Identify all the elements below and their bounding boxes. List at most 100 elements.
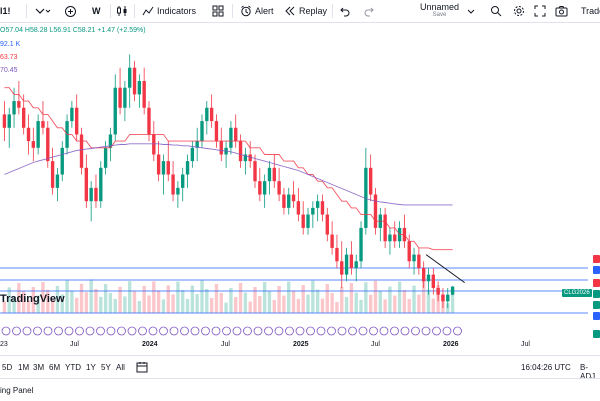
layout-templates-button[interactable] [212,3,224,19]
candle-body [262,181,267,195]
redo-button[interactable] [364,3,376,19]
candle-body [21,107,26,128]
volume-bar [306,294,310,313]
volume-bar [267,291,272,313]
fullscreen-icon [534,5,546,17]
indicators-button[interactable]: Indicators [142,3,196,19]
undo-button[interactable] [338,3,350,19]
candle-body [412,254,416,262]
snapshot-button[interactable] [555,3,568,19]
interval-button[interactable]: W [92,6,101,16]
symbol-search[interactable]: l1! [0,3,11,19]
volume-bar [219,293,223,313]
candle-body [190,147,195,162]
quick-search-button[interactable] [490,3,502,19]
trading-panel-tab[interactable]: ing Panel [0,386,34,395]
event-marker [358,326,368,336]
volume-bar [147,295,151,313]
x-tick: 2024 [142,341,158,348]
layout-name-button[interactable]: Unnamed Save [420,2,459,18]
clock-time[interactable]: 16:04:26 UTC [521,363,571,372]
layout-menu-button[interactable] [467,3,475,19]
fullscreen-button[interactable] [534,3,546,19]
volume-bar [166,285,170,313]
range-1y[interactable]: 1Y [86,363,96,372]
range-6m[interactable]: 6M [49,363,61,372]
time-axis[interactable]: 23 Jul 2024 Jul 2025 Jul 2026 Jul [0,338,600,352]
range-5d[interactable]: 5D [2,363,13,372]
range-3m[interactable]: 3M [33,363,45,372]
volume-bar [89,279,93,313]
trade-button[interactable]: Trade [581,3,600,19]
candle-body [364,167,368,228]
settings-button[interactable] [513,3,525,19]
tradingview-watermark: TradingView [0,293,65,305]
candle-body [17,101,21,108]
ma2-legend: 70.45 [0,67,18,74]
range-ytd[interactable]: YTD [65,363,81,372]
bottom-panel-bar: ing Panel [0,378,600,401]
event-marker [369,326,378,336]
candle-body [436,287,440,295]
volume-bar [330,293,334,313]
range-1m[interactable]: 1M [18,363,30,372]
x-tick: Jul [521,341,530,348]
volume-bar [128,281,132,313]
candle-body [335,247,339,262]
bar-style-button[interactable] [116,3,128,19]
event-marker [33,326,42,336]
candles [2,54,455,308]
event-marker [43,326,53,336]
volume-bar [7,287,11,313]
adjustment-toggle[interactable]: B-ADJ [580,363,596,381]
price-tag-red [593,279,600,287]
candle-body [118,87,122,108]
compare-button[interactable] [64,3,77,19]
candle-body [238,141,243,162]
volume-bar [393,295,397,313]
candle-body [181,174,185,188]
candle-body [359,227,363,262]
trade-label: Trade [581,6,600,16]
chart-area[interactable] [0,23,600,353]
candle-body [176,187,180,195]
volume-bar [190,285,195,313]
volume-bar [354,292,358,313]
event-marker [127,326,137,336]
event-marker [306,326,315,336]
event-marker [180,326,189,336]
event-marker [159,326,168,336]
candle-body [291,194,296,202]
volume-bar [258,296,262,313]
volume-bar [50,298,55,313]
trend-line [425,254,465,284]
volume-bar [446,303,450,313]
range-5y[interactable]: 5Y [101,363,111,372]
volume-bar [315,289,320,313]
range-all[interactable]: All [116,363,125,372]
volume-bar [397,281,402,313]
replay-button[interactable]: Replay [284,3,327,19]
price-tag-green [593,330,600,338]
volume-bar [17,283,21,313]
go-to-date-button[interactable] [136,361,148,375]
volume-bar [205,289,209,313]
candle-body [277,181,281,195]
event-marker [421,326,431,336]
volume-bar [55,286,60,313]
redo-icon [364,7,374,17]
replay-label: Replay [299,6,328,16]
alert-button[interactable]: Alert [240,3,274,19]
event-marker [22,326,32,336]
candle-body [272,167,276,182]
event-marker [285,326,294,336]
volume-bar [349,283,354,313]
candle-body [248,154,252,162]
volume-bar [344,297,349,313]
moving-averages [4,87,465,284]
price-chart[interactable] [0,23,600,338]
volume-bar [75,297,79,313]
chart-type-button[interactable] [34,3,52,19]
volume-bar [214,284,219,313]
candle-body [156,154,161,175]
